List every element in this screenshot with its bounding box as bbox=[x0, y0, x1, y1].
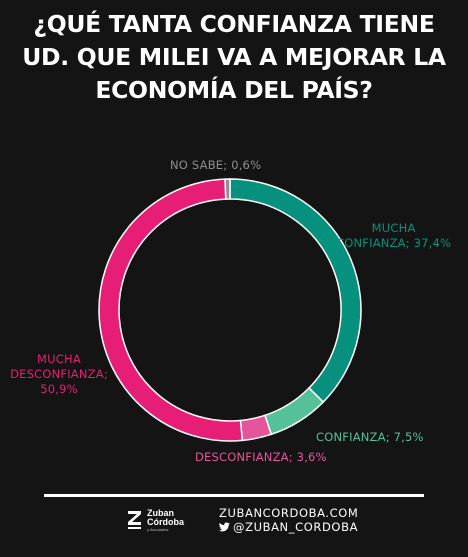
donut-slice-desconfianza bbox=[239, 414, 273, 442]
donut-slice-mucha-desconfianza bbox=[98, 178, 244, 442]
slice-label-mucha-desconfianza-line1: MUCHA bbox=[37, 352, 81, 366]
brand-subtitle: y Asociados bbox=[147, 526, 169, 532]
brand-text-block: Zuban Córdoba y Asociados bbox=[147, 507, 184, 532]
donut-slice-no-sabe bbox=[224, 178, 231, 200]
slice-label-desconfianza: DESCONFIANZA; 3,6% bbox=[195, 450, 327, 465]
slice-value-desconfianza: 3,6% bbox=[296, 450, 327, 464]
contact-block: ZUBANCORDOBA.COM @ZUBAN_CORDOBA bbox=[219, 506, 358, 534]
brand-name-line2: Córdoba bbox=[147, 516, 184, 527]
slice-label-mucha-confianza-line2: CONFIANZA; bbox=[336, 236, 410, 250]
zuban-cordoba-logo-icon bbox=[128, 511, 141, 529]
slice-label-no-sabe-text: NO SABE; bbox=[170, 158, 228, 172]
slice-value-mucha-confianza: 37,4% bbox=[413, 236, 452, 250]
slice-label-confianza: CONFIANZA; 7,5% bbox=[316, 430, 424, 445]
chart-title: ¿QUÉ TANTA CONFIANZA TIENE UD. QUE MILEI… bbox=[22, 10, 446, 104]
slice-label-mucha-confianza: MUCHA CONFIANZA; 37,4% bbox=[336, 221, 451, 251]
slice-label-confianza-text: CONFIANZA; bbox=[316, 430, 390, 444]
twitter-handle: @ZUBAN_CORDOBA bbox=[233, 520, 359, 534]
donut-slice-mucha-confianza bbox=[229, 178, 362, 404]
slice-value-confianza: 7,5% bbox=[393, 430, 424, 444]
brand-name-line1: Zuban bbox=[147, 507, 174, 518]
website-link[interactable]: ZUBANCORDOBA.COM bbox=[219, 506, 359, 520]
slice-label-desconfianza-text: DESCONFIANZA; bbox=[195, 450, 293, 464]
slice-label-mucha-confianza-line1: MUCHA bbox=[371, 221, 416, 235]
twitter-bird-icon bbox=[219, 522, 230, 532]
slice-label-mucha-desconfianza: MUCHA DESCONFIANZA; 50,9% bbox=[10, 352, 108, 397]
slice-value-no-sabe: 0,6% bbox=[231, 158, 262, 172]
slice-label-no-sabe: NO SABE; 0,6% bbox=[170, 158, 261, 173]
brand-logo: Zuban Córdoba y Asociados bbox=[126, 508, 184, 532]
slice-label-mucha-desconfianza-line2: DESCONFIANZA; bbox=[10, 367, 108, 381]
donut-slice-confianza bbox=[264, 386, 325, 436]
footer-divider bbox=[44, 494, 424, 497]
twitter-row[interactable]: @ZUBAN_CORDOBA bbox=[219, 520, 358, 534]
slice-value-mucha-desconfianza: 50,9% bbox=[40, 382, 78, 396]
